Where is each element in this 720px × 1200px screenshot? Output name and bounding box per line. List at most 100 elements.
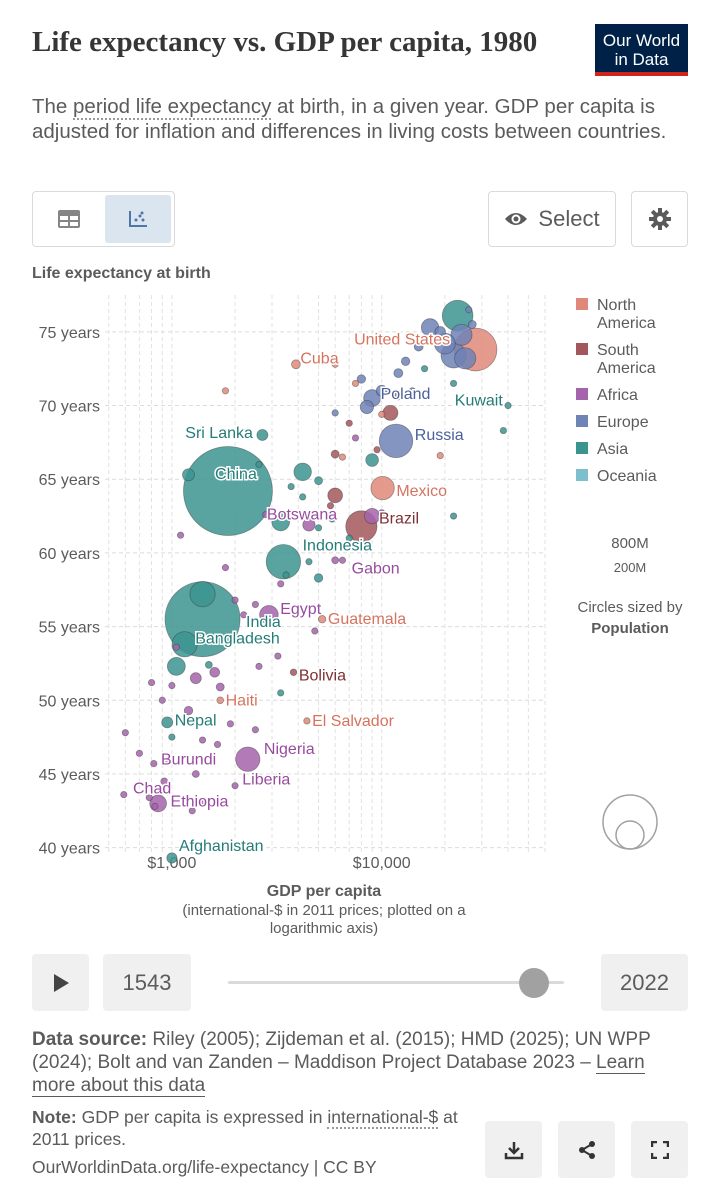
data-point[interactable] xyxy=(240,611,248,619)
data-point[interactable] xyxy=(163,758,171,766)
data-point[interactable] xyxy=(226,720,234,728)
table-view-button[interactable] xyxy=(36,195,102,243)
point-bangladesh[interactable] xyxy=(171,631,198,658)
learn-more-link[interactable]: Learn more about this data xyxy=(32,1052,645,1097)
share-button[interactable] xyxy=(558,1121,615,1178)
data-point[interactable] xyxy=(160,777,169,786)
data-point[interactable] xyxy=(305,558,313,566)
play-button[interactable] xyxy=(32,954,89,1011)
select-entities-button[interactable]: Select xyxy=(488,191,616,247)
data-point[interactable] xyxy=(213,740,222,749)
data-point[interactable] xyxy=(255,460,263,469)
data-point[interactable] xyxy=(313,573,324,583)
data-point[interactable] xyxy=(373,446,381,454)
data-point[interactable] xyxy=(359,399,374,415)
data-point[interactable] xyxy=(221,387,230,395)
data-point[interactable] xyxy=(183,705,194,716)
point-mexico[interactable] xyxy=(370,475,395,501)
timeline-slider-track[interactable] xyxy=(228,981,564,984)
data-point[interactable] xyxy=(364,508,381,525)
data-point[interactable] xyxy=(277,580,285,588)
data-point[interactable] xyxy=(314,476,323,486)
data-point[interactable] xyxy=(271,512,290,532)
data-point[interactable] xyxy=(365,453,379,467)
download-button[interactable] xyxy=(485,1121,542,1178)
data-point[interactable] xyxy=(436,452,444,460)
data-point[interactable] xyxy=(251,726,259,734)
point-cuba[interactable] xyxy=(291,359,301,370)
point-nepal[interactable] xyxy=(161,716,174,729)
point-el-salvador[interactable] xyxy=(303,717,311,725)
legend-label[interactable]: Asia xyxy=(597,441,628,458)
data-point[interactable] xyxy=(302,518,316,532)
data-point[interactable] xyxy=(274,652,282,660)
data-point[interactable] xyxy=(449,512,458,520)
data-point[interactable] xyxy=(121,729,129,737)
point-nigeria[interactable] xyxy=(235,746,261,772)
data-point[interactable] xyxy=(299,493,307,501)
data-point[interactable] xyxy=(331,409,339,417)
legend-label[interactable]: South America xyxy=(597,342,656,377)
data-point[interactable] xyxy=(147,678,156,687)
chart-view-button[interactable] xyxy=(105,195,171,243)
data-point[interactable] xyxy=(326,502,335,510)
data-point[interactable] xyxy=(172,643,180,651)
point-russia[interactable] xyxy=(378,423,414,459)
data-point[interactable] xyxy=(327,487,343,504)
data-point[interactable] xyxy=(311,627,319,635)
timeline-slider-thumb[interactable] xyxy=(519,968,549,998)
legend-label[interactable]: Europe xyxy=(597,414,649,431)
data-point[interactable] xyxy=(393,390,404,401)
data-point[interactable] xyxy=(434,326,446,338)
point-gabon[interactable] xyxy=(338,556,347,564)
data-point[interactable] xyxy=(377,509,386,517)
data-point[interactable] xyxy=(328,515,336,523)
end-year-box[interactable]: 2022 xyxy=(601,954,688,1011)
data-point[interactable] xyxy=(145,793,153,802)
point-haiti[interactable] xyxy=(216,696,225,705)
data-point[interactable] xyxy=(182,468,195,482)
data-point[interactable] xyxy=(168,681,176,690)
point-liberia[interactable] xyxy=(231,782,239,790)
data-point[interactable] xyxy=(467,320,477,329)
data-point[interactable] xyxy=(209,666,221,678)
point-chad[interactable] xyxy=(120,790,128,799)
data-point[interactable] xyxy=(293,462,312,481)
data-point[interactable] xyxy=(330,449,340,459)
footer-url[interactable]: OurWorldinData.org/life-expectancy | CC … xyxy=(32,1157,377,1177)
point-burundi[interactable] xyxy=(150,760,158,768)
data-point[interactable] xyxy=(191,770,200,778)
data-point[interactable] xyxy=(215,682,225,692)
note-link[interactable]: international-$ xyxy=(327,1107,439,1129)
data-point[interactable] xyxy=(378,410,386,418)
settings-button[interactable] xyxy=(631,191,688,247)
data-point[interactable] xyxy=(504,401,512,410)
data-point[interactable] xyxy=(351,434,360,442)
data-point[interactable] xyxy=(375,384,388,397)
data-point[interactable] xyxy=(351,379,360,388)
point-china[interactable] xyxy=(183,446,273,536)
data-point[interactable] xyxy=(331,556,340,565)
data-point[interactable] xyxy=(345,419,353,427)
data-point[interactable] xyxy=(166,656,186,676)
data-point[interactable] xyxy=(287,482,295,491)
legend-label[interactable]: Oceania xyxy=(597,468,657,485)
data-point[interactable] xyxy=(204,661,213,669)
data-point[interactable] xyxy=(465,306,473,314)
owid-logo[interactable]: Our World in Data xyxy=(595,24,688,76)
data-point[interactable] xyxy=(221,564,230,572)
data-point[interactable] xyxy=(393,368,404,378)
data-point[interactable] xyxy=(189,672,202,685)
data-point[interactable] xyxy=(282,571,290,579)
legend-label[interactable]: North America xyxy=(597,297,656,332)
data-point[interactable] xyxy=(277,689,285,697)
data-point[interactable] xyxy=(408,387,416,395)
data-point[interactable] xyxy=(400,356,411,366)
point-indonesia[interactable] xyxy=(265,544,302,580)
data-point[interactable] xyxy=(413,341,424,352)
point-bolivia[interactable] xyxy=(289,668,298,676)
legend-label[interactable]: Africa xyxy=(597,387,638,404)
data-point[interactable] xyxy=(231,596,239,604)
data-point[interactable] xyxy=(450,323,473,346)
point-egypt[interactable] xyxy=(259,605,279,625)
